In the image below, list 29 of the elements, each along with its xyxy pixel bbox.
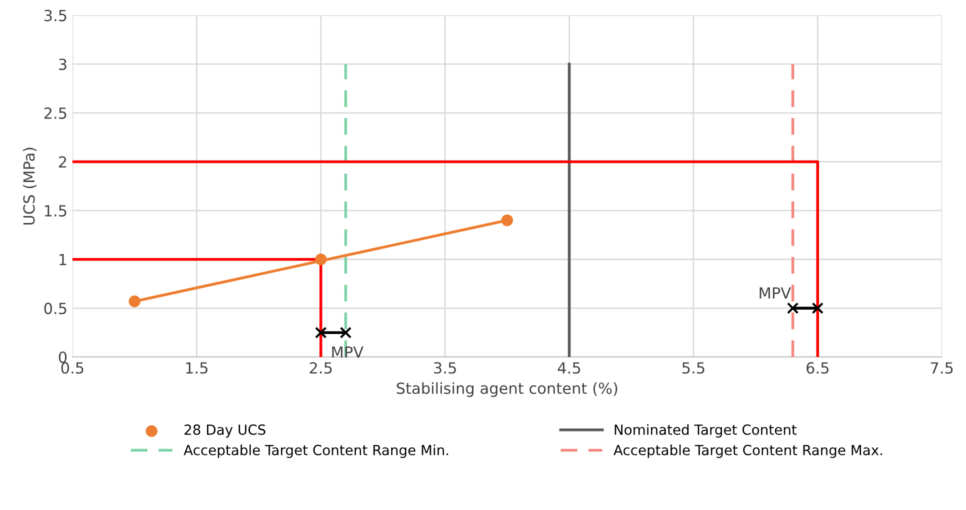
x-axis-title: Stabilising agent content (%) bbox=[396, 382, 618, 397]
y-tick-label: 2 bbox=[58, 156, 66, 168]
x-tick-label: 6.5 bbox=[806, 362, 828, 374]
y-tick-label: 0 bbox=[58, 351, 67, 364]
annotation: MPV bbox=[760, 287, 791, 299]
y-tick-label: 1 bbox=[60, 254, 66, 266]
point bbox=[501, 214, 513, 226]
point bbox=[340, 326, 352, 338]
point bbox=[314, 326, 327, 338]
y-tick-label: 0.5 bbox=[44, 302, 66, 314]
legend-label: Acceptable Target Content Range Min. bbox=[184, 444, 448, 458]
x-tick-label: 7.5 bbox=[930, 362, 953, 374]
y-tick-label: 3.5 bbox=[44, 10, 66, 22]
point bbox=[315, 254, 327, 266]
x-tick-label: 1.5 bbox=[186, 362, 208, 374]
x-tick-label: 4.5 bbox=[558, 362, 580, 374]
point bbox=[812, 302, 824, 314]
legend-label: 28 Day UCS bbox=[184, 424, 266, 438]
y-tick-label: 2.5 bbox=[44, 107, 66, 119]
legend-label: Acceptable Target Content Range Max. bbox=[614, 444, 882, 458]
x-tick-label: 5.5 bbox=[682, 362, 704, 374]
x-tick-label: 2.5 bbox=[310, 362, 332, 374]
y-axis-title: UCS (MPa) bbox=[22, 148, 37, 225]
legend-label: Nominated Target Content bbox=[614, 424, 797, 438]
y-tick-label: 1.5 bbox=[44, 205, 66, 217]
point bbox=[786, 302, 799, 314]
x-tick-label: 3.5 bbox=[434, 362, 456, 374]
point bbox=[128, 296, 140, 308]
y-tick-label: 3 bbox=[59, 58, 66, 70]
